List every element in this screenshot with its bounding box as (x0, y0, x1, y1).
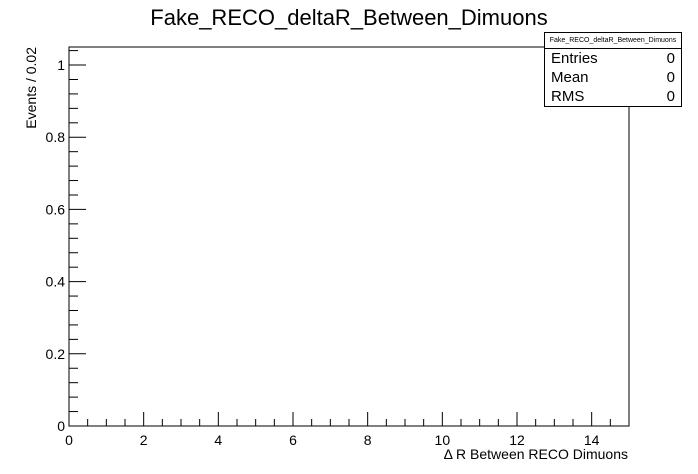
stats-value: 0 (666, 50, 675, 67)
stats-row-rms: RMS 0 (545, 87, 681, 106)
x-axis-label: Δ R Between RECO Dimuons (444, 446, 628, 462)
x-tick-label: 4 (214, 432, 222, 448)
x-tick-label: 14 (584, 432, 600, 448)
x-tick-label: 0 (65, 432, 73, 448)
x-tick-label: 10 (435, 432, 451, 448)
x-tick-label: 6 (289, 432, 297, 448)
y-tick-label: 0 (57, 418, 65, 434)
y-tick-label: 0.8 (46, 129, 66, 145)
x-axis-ticks (68, 412, 630, 426)
x-axis-tick-labels: 0 2 4 6 8 10 12 14 (65, 432, 600, 448)
y-tick-label: 0.4 (46, 274, 66, 290)
y-axis-label: Events / 0.02 (23, 47, 39, 129)
stats-label: RMS (551, 88, 585, 105)
stats-value: 0 (666, 69, 675, 86)
y-tick-label: 0.6 (46, 201, 66, 217)
stats-row-entries: Entries 0 (545, 49, 681, 68)
chart-title: Fake_RECO_deltaR_Between_Dimuons (150, 5, 547, 30)
x-tick-label: 2 (140, 432, 148, 448)
y-tick-label: 0.2 (46, 346, 66, 362)
stats-value: 0 (666, 88, 675, 105)
stats-box-title: Fake_RECO_deltaR_Between_Dimuons (545, 33, 681, 49)
y-tick-label: 1 (57, 57, 65, 73)
x-tick-label: 8 (364, 432, 372, 448)
stats-label: Entries (551, 50, 598, 67)
stats-box: Fake_RECO_deltaR_Between_Dimuons Entries… (544, 32, 682, 107)
stats-label: Mean (551, 69, 589, 86)
stats-row-mean: Mean 0 (545, 68, 681, 87)
y-axis-ticks (69, 50, 86, 427)
x-tick-label: 12 (509, 432, 525, 448)
y-axis-tick-labels: 0 0.2 0.4 0.6 0.8 1 (46, 57, 66, 434)
